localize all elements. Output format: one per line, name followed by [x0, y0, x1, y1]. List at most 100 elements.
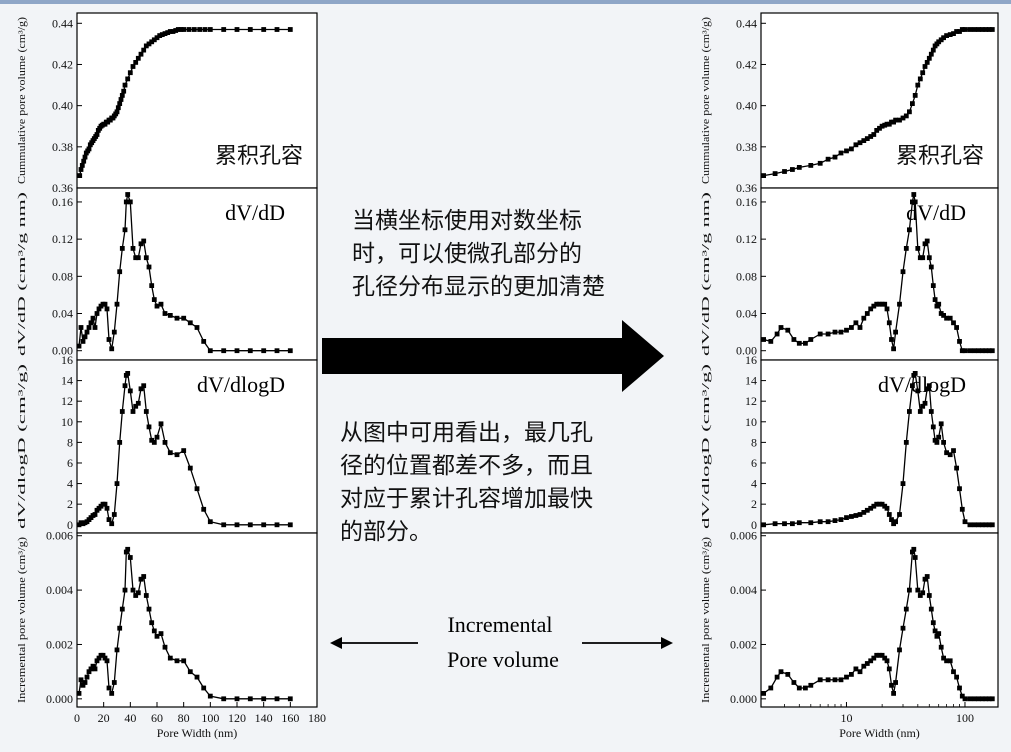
data-point — [162, 644, 168, 650]
data-point — [194, 325, 200, 330]
data-point — [903, 246, 909, 251]
data-point — [80, 682, 86, 688]
data-point — [82, 334, 88, 340]
data-point — [893, 329, 898, 335]
data-point — [957, 339, 962, 344]
y-tick-label: 6 — [67, 456, 73, 470]
data-point — [109, 346, 115, 352]
data-point — [247, 696, 253, 702]
x-tick-label: 100 — [956, 711, 974, 725]
data-point — [951, 31, 956, 36]
data-point — [187, 320, 193, 326]
data-point — [825, 331, 831, 337]
data-point — [979, 348, 985, 354]
y-tick-label: 0.12 — [736, 232, 757, 246]
y-tick-label: 0.08 — [52, 269, 73, 283]
data-point — [154, 633, 160, 639]
data-point — [967, 522, 973, 528]
data-point — [202, 27, 208, 32]
data-point — [874, 301, 880, 307]
data-point — [849, 514, 854, 519]
data-point — [151, 440, 157, 445]
data-point — [221, 27, 227, 32]
data-point — [86, 325, 92, 330]
y-tick-label: 0.44 — [736, 16, 757, 30]
data-point — [983, 27, 989, 32]
y-axis-label: Cummulative pore volume (cm³/g) — [17, 17, 28, 184]
data-point — [886, 512, 892, 517]
data-point — [838, 329, 844, 335]
data-point — [102, 501, 108, 507]
data-point — [90, 315, 96, 321]
data-point — [936, 39, 942, 45]
data-point — [941, 440, 946, 445]
data-point — [92, 666, 98, 672]
y-tick-label: 12 — [61, 394, 73, 408]
y-tick-label: 0.44 — [52, 16, 73, 30]
data-point — [796, 685, 802, 691]
data-point — [884, 505, 890, 511]
data-point — [86, 146, 92, 152]
y-tick-label: 0.00 — [52, 344, 73, 358]
data-point — [877, 125, 882, 131]
y-tick-label: 0.12 — [52, 232, 73, 246]
data-point — [92, 325, 98, 330]
x-tick-label: 120 — [228, 711, 246, 725]
data-point — [761, 337, 766, 342]
data-point — [926, 55, 932, 61]
data-point — [882, 655, 888, 661]
data-point — [187, 465, 193, 471]
data-point — [861, 663, 867, 669]
data-point — [861, 138, 867, 143]
data-point — [857, 140, 863, 146]
data-point — [123, 199, 129, 205]
data-point — [926, 593, 932, 598]
data-point — [917, 76, 923, 82]
data-point — [174, 315, 180, 321]
data-point — [832, 154, 838, 160]
data-point — [221, 696, 227, 702]
x-axis-label: Pore Width (nm) — [157, 726, 238, 740]
data-point — [924, 60, 930, 65]
data-point — [849, 672, 854, 677]
data-point — [143, 255, 149, 261]
data-point — [962, 519, 968, 525]
y-tick-label: 8 — [751, 435, 757, 449]
data-point — [861, 315, 867, 321]
data-point — [159, 32, 165, 37]
data-point — [864, 507, 870, 513]
data-point — [983, 348, 989, 354]
y-tick-label: 0.08 — [736, 269, 757, 283]
data-point — [234, 348, 240, 354]
data-point — [149, 437, 155, 443]
data-point — [76, 691, 82, 696]
data-point — [796, 340, 802, 346]
data-point — [889, 337, 894, 342]
y-axis-label: dV/dD (cm³/g nm) — [17, 192, 28, 356]
data-point — [768, 339, 774, 344]
data-point — [967, 348, 973, 354]
data-point — [849, 325, 854, 330]
data-point — [175, 27, 181, 32]
data-point — [926, 255, 932, 261]
data-point — [884, 306, 890, 312]
data-point — [104, 505, 110, 511]
data-point — [167, 313, 173, 318]
data-point — [78, 677, 84, 683]
y-tick-label: 0.38 — [52, 140, 73, 154]
data-point — [261, 696, 267, 702]
data-point — [122, 227, 128, 233]
data-point — [900, 269, 906, 275]
data-point — [130, 64, 136, 69]
data-point — [111, 680, 117, 685]
y-tick-label: 2 — [67, 497, 73, 511]
y-tick-label: 0.40 — [736, 99, 757, 113]
data-point — [838, 150, 844, 156]
data-point — [972, 27, 977, 32]
data-point — [871, 132, 877, 137]
y-tick-label: 0.004 — [46, 583, 73, 597]
note-line: 孔径分布显示的更加清楚 — [352, 274, 605, 300]
data-point — [900, 625, 906, 631]
y-tick-label: 12 — [745, 394, 757, 408]
y-tick-label: 0.004 — [730, 583, 757, 597]
